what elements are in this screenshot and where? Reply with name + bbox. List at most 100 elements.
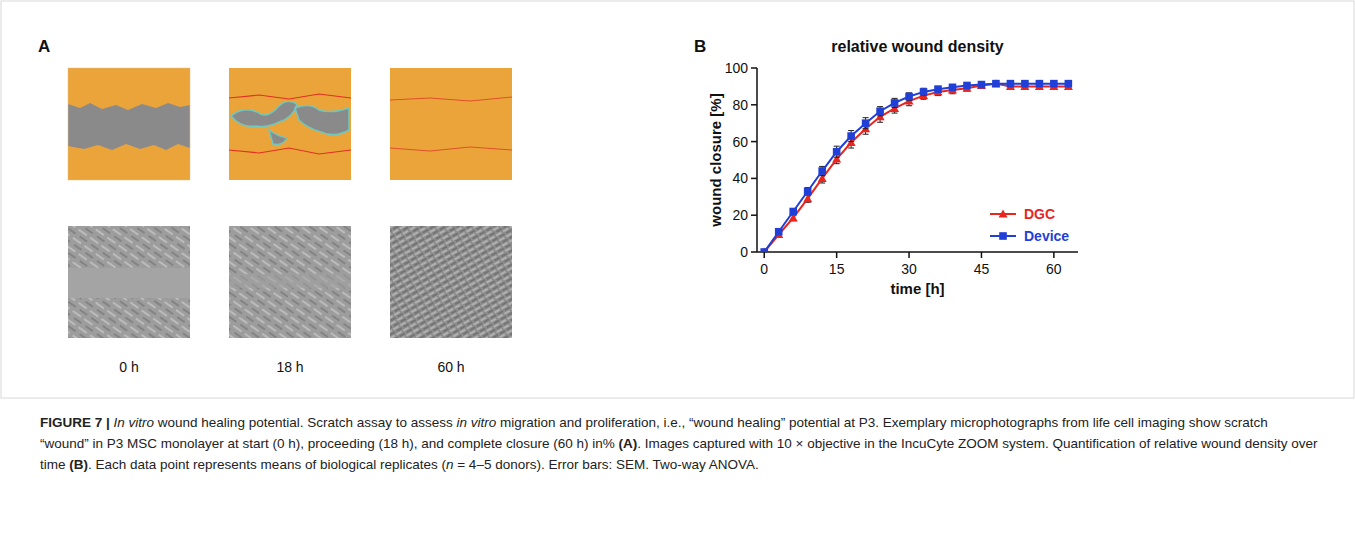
data-point bbox=[891, 99, 899, 107]
data-point bbox=[789, 208, 797, 216]
error-bar bbox=[906, 93, 912, 100]
data-point bbox=[934, 85, 942, 93]
x-axis-title: time [h] bbox=[890, 280, 944, 297]
series-line bbox=[764, 84, 1068, 252]
open-area bbox=[295, 105, 349, 134]
caption-segment: FIGURE 7 | bbox=[40, 415, 114, 430]
data-point bbox=[977, 81, 986, 89]
x-tick bbox=[763, 252, 765, 258]
image-border bbox=[68, 68, 190, 180]
legend-label: DGC bbox=[1024, 206, 1055, 222]
data-point bbox=[876, 107, 884, 115]
data-point bbox=[804, 187, 812, 195]
error-bar bbox=[921, 88, 927, 95]
x-tick bbox=[836, 252, 838, 258]
scratch-edge bbox=[390, 147, 512, 151]
series-1 bbox=[760, 80, 1072, 252]
time-label: 18 h bbox=[276, 359, 303, 375]
y-tick bbox=[751, 67, 757, 69]
data-point bbox=[991, 79, 1000, 87]
data-point bbox=[905, 93, 913, 101]
data-point bbox=[775, 228, 783, 236]
phase-image bbox=[390, 226, 512, 338]
error-bar bbox=[863, 118, 869, 129]
caption-segment: In vitro bbox=[114, 415, 155, 430]
overlay-image bbox=[229, 68, 351, 180]
y-tick bbox=[751, 141, 757, 143]
data-point bbox=[1065, 80, 1073, 88]
y-tick-label: 20 bbox=[732, 207, 748, 223]
data-point bbox=[978, 81, 986, 89]
scratch-edge bbox=[229, 148, 351, 154]
panel-label: A bbox=[38, 37, 50, 56]
data-point bbox=[949, 84, 957, 92]
legend-marker bbox=[999, 210, 1008, 218]
data-point bbox=[920, 88, 928, 96]
series-line bbox=[764, 84, 1068, 252]
legend: DGC Device bbox=[990, 206, 1069, 244]
x-tick bbox=[981, 252, 983, 258]
y-tick bbox=[751, 214, 757, 216]
scratch-gap bbox=[229, 274, 351, 288]
x-tick-label: 15 bbox=[829, 261, 845, 277]
overlay-image bbox=[390, 68, 512, 180]
y-tick bbox=[751, 178, 757, 180]
error-bar bbox=[877, 107, 883, 116]
data-point bbox=[1021, 80, 1029, 88]
data-point bbox=[833, 148, 841, 156]
y-axis-line bbox=[756, 68, 758, 252]
axes: 0 20 40 60 80 100 0 15 30 45 60 time [h] wound closu… bbox=[707, 60, 1078, 297]
time-label: 0 h bbox=[119, 359, 138, 375]
caption-segment: (B) bbox=[69, 457, 88, 472]
x-tick-label: 45 bbox=[974, 261, 990, 277]
data-point bbox=[862, 119, 870, 127]
panel-label: B bbox=[694, 37, 706, 56]
y-tick-label: 80 bbox=[732, 97, 748, 113]
x-tick-label: 0 bbox=[760, 261, 768, 277]
caption-segment: . Each data point represents means of bi… bbox=[88, 457, 446, 472]
y-tick-label: 60 bbox=[732, 134, 748, 150]
open-area bbox=[269, 130, 287, 144]
series-0 bbox=[760, 79, 1073, 252]
y-tick bbox=[751, 104, 757, 106]
data-point bbox=[1036, 80, 1044, 88]
plot-data bbox=[760, 79, 1073, 252]
phase-image bbox=[229, 226, 351, 338]
scratch-edge bbox=[229, 94, 351, 99]
open-area bbox=[231, 101, 297, 126]
caption-segment: (A) bbox=[619, 436, 638, 451]
micrograph-pair bbox=[68, 68, 190, 338]
data-point bbox=[1050, 80, 1058, 88]
data-point bbox=[1007, 80, 1015, 88]
error-bar bbox=[848, 131, 854, 142]
data-point bbox=[760, 248, 768, 252]
caption-segment: n bbox=[446, 457, 454, 472]
scratch-area bbox=[68, 103, 190, 150]
y-tick-label: 100 bbox=[725, 60, 749, 76]
y-tick-label: 40 bbox=[732, 170, 748, 186]
error-bar bbox=[805, 188, 811, 195]
caption-segment: in vitro bbox=[457, 415, 497, 430]
x-tick-label: 30 bbox=[901, 261, 917, 277]
legend-marker bbox=[999, 232, 1007, 240]
caption: FIGURE 7 | In vitro wound healing potent… bbox=[40, 412, 1320, 475]
micrograph-pair bbox=[390, 68, 512, 338]
data-point bbox=[963, 82, 971, 90]
error-bar bbox=[819, 166, 825, 175]
micrograph-pair bbox=[229, 68, 351, 338]
legend-label: Device bbox=[1024, 228, 1069, 244]
y-axis-title: wound closure [%] bbox=[707, 93, 724, 227]
scratch-edge bbox=[390, 97, 512, 101]
x-tick-label: 60 bbox=[1046, 261, 1062, 277]
time-label: 60 h bbox=[437, 359, 464, 375]
x-axis-line bbox=[757, 251, 1078, 253]
error-bar bbox=[892, 98, 898, 107]
y-tick-label: 0 bbox=[740, 244, 748, 260]
data-point bbox=[847, 132, 855, 140]
data-point bbox=[992, 80, 1000, 88]
overlay-image bbox=[68, 68, 190, 180]
caption-segment: = 4–5 donors). Error bars: SEM. Two-way … bbox=[453, 457, 758, 472]
data-point bbox=[818, 167, 826, 175]
y-tick bbox=[751, 251, 757, 253]
x-tick bbox=[1053, 252, 1055, 258]
